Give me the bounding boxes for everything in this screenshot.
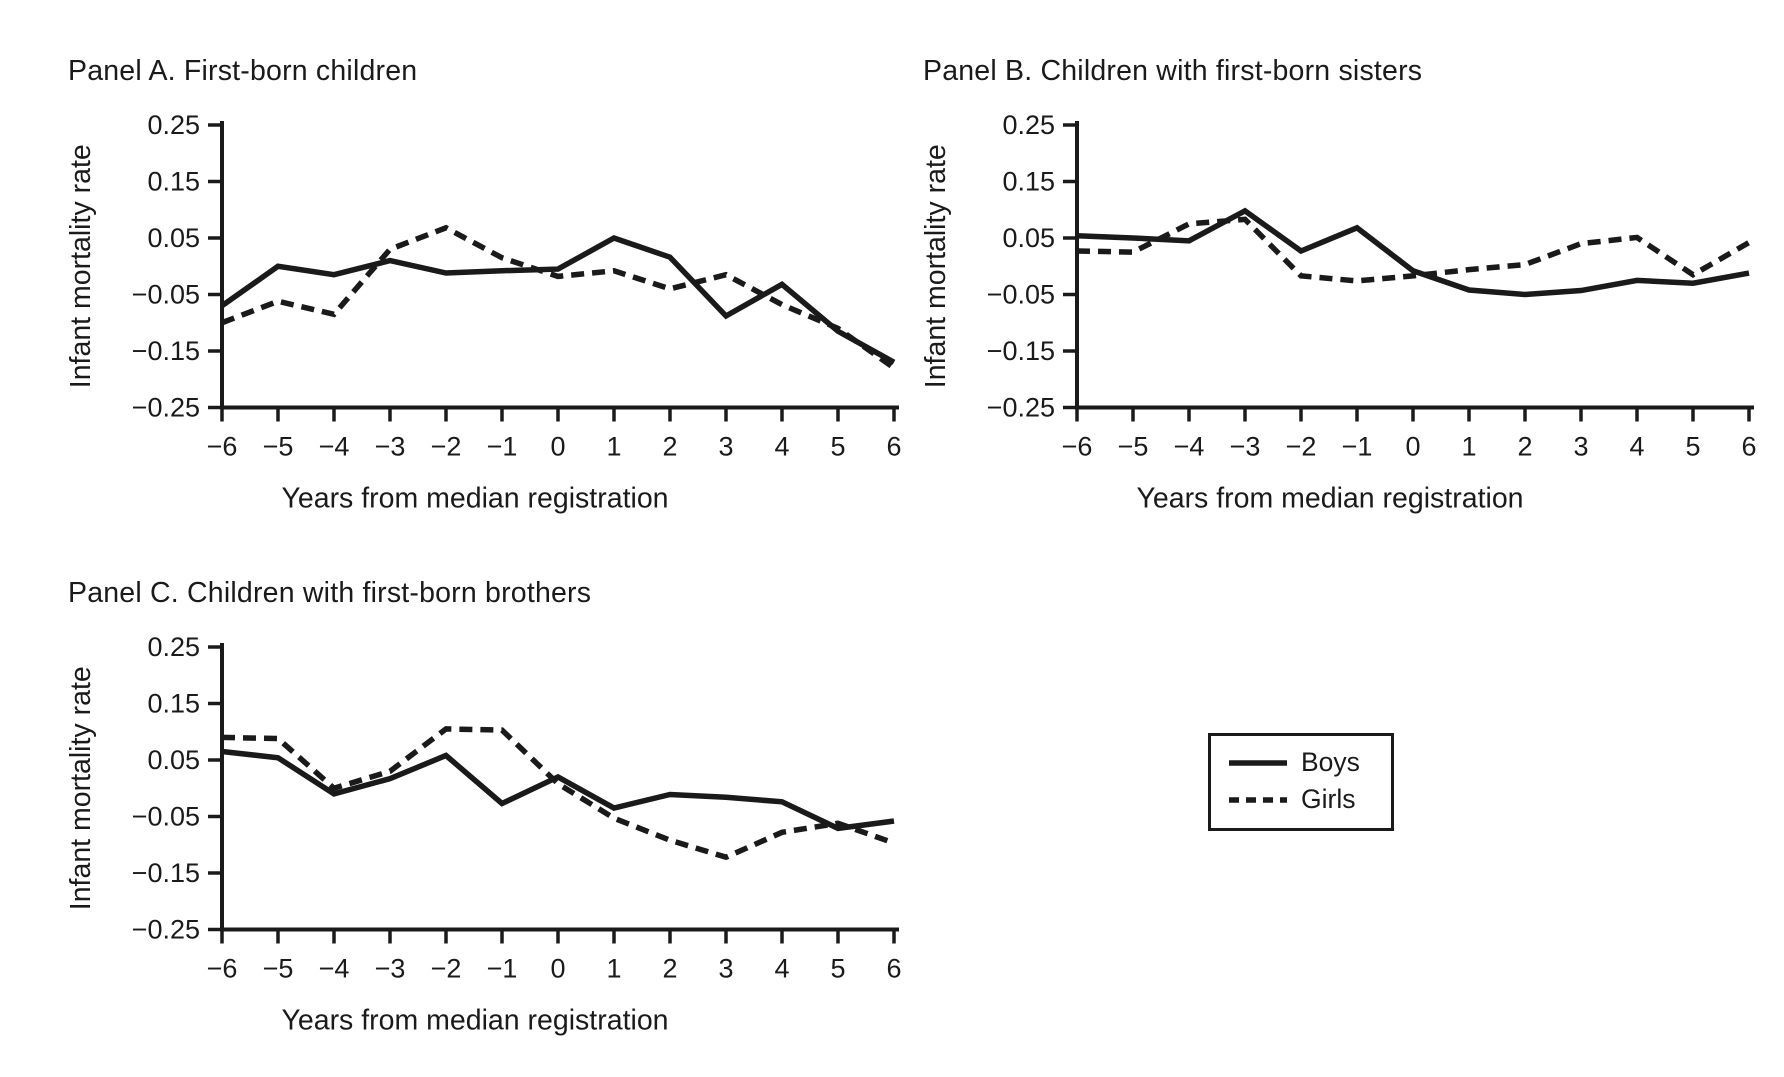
x-tick-label: −2 <box>431 954 462 984</box>
panel-a-plot: 0.25 0.15 0.05 −0.05 −0.15 −0.25−6 −5 −4 −3 −2 −1 0… <box>65 110 902 515</box>
y-axis-title: Infant mortality rate <box>920 144 952 388</box>
x-tick-label: −6 <box>1062 432 1093 462</box>
x-tick-label: −6 <box>207 954 238 984</box>
x-tick-label: 6 <box>886 954 901 984</box>
panel-c-plot: 0.25 0.15 0.05 −0.05 −0.15 −0.25−6 −5 −4 −3 −2 −1 0… <box>65 632 902 1037</box>
y-tick-label: 0.05 <box>147 223 200 253</box>
x-axis-title: Years from median registration <box>1136 483 1523 515</box>
x-tick-label: −3 <box>375 954 406 984</box>
y-tick-label: 0.15 <box>147 689 200 719</box>
x-tick-label: −3 <box>375 432 406 462</box>
x-tick-label: 4 <box>774 954 789 984</box>
y-axis-title: Infant mortality rate <box>65 144 97 388</box>
series-line-girls <box>221 726 895 861</box>
x-tick-label: 3 <box>718 954 733 984</box>
x-tick-label: 2 <box>662 432 677 462</box>
series-line-girls <box>221 224 896 371</box>
y-tick-label: 0.25 <box>147 110 200 140</box>
series-line-girls <box>1076 216 1751 284</box>
x-tick-label: −1 <box>1342 432 1373 462</box>
y-tick-label: 0.25 <box>147 632 200 662</box>
x-tick-label: 4 <box>774 432 789 462</box>
panel-b-title: Panel B. Children with first-born sister… <box>923 55 1423 87</box>
x-tick-label: 2 <box>1517 432 1532 462</box>
y-tick-label: −0.15 <box>132 858 200 888</box>
x-tick-label: 6 <box>1741 432 1756 462</box>
legend-item-label: Boys <box>1301 747 1360 778</box>
x-tick-label: 3 <box>1573 432 1588 462</box>
panel-a-title: Panel A. First-born children <box>68 55 418 87</box>
legend-solid-line-icon <box>1229 759 1287 766</box>
series-line-boys <box>1076 207 1750 298</box>
x-tick-label: −4 <box>319 432 350 462</box>
y-tick-label: −0.05 <box>987 280 1055 310</box>
y-tick-label: −0.25 <box>132 915 200 945</box>
y-tick-label: −0.05 <box>132 280 200 310</box>
legend-dashed-line-icon <box>1229 796 1287 803</box>
y-tick-label: 0.25 <box>1002 110 1055 140</box>
panel-b-plot: 0.25 0.15 0.05 −0.05 −0.15 −0.25−6 −5 −4 −3 −2 −1 0… <box>920 110 1757 515</box>
x-tick-label: −2 <box>1286 432 1317 462</box>
x-tick-label: 0 <box>550 954 565 984</box>
x-tick-label: 5 <box>830 954 845 984</box>
x-tick-label: 3 <box>718 432 733 462</box>
panel-c: Panel C. Children with first-born brothe… <box>60 537 910 1037</box>
x-tick-label: 5 <box>1685 432 1700 462</box>
x-tick-label: −3 <box>1230 432 1261 462</box>
x-tick-label: −4 <box>319 954 350 984</box>
y-axis-title: Infant mortality rate <box>65 666 97 910</box>
panel-b: Panel B. Children with first-born sister… <box>915 15 1765 515</box>
y-tick-label: −0.25 <box>132 393 200 423</box>
x-tick-label: −6 <box>207 432 238 462</box>
x-tick-label: 2 <box>662 954 677 984</box>
panel-a: Panel A. First-born children 0.25 0.15 0.0… <box>60 15 910 515</box>
legend-item-boys: Boys <box>1229 744 1381 781</box>
y-tick-label: 0.15 <box>1002 167 1055 197</box>
x-tick-label: −1 <box>487 432 518 462</box>
x-tick-label: 5 <box>830 432 845 462</box>
y-tick-label: 0.05 <box>147 745 200 775</box>
legend-item-girls: Girls <box>1229 781 1381 818</box>
x-tick-label: −2 <box>431 432 462 462</box>
series-line-boys <box>220 235 896 365</box>
x-tick-label: 0 <box>550 432 565 462</box>
y-tick-label: 0.05 <box>1002 223 1055 253</box>
x-tick-label: 0 <box>1405 432 1420 462</box>
x-tick-label: −4 <box>1174 432 1205 462</box>
x-tick-label: 1 <box>606 954 621 984</box>
series-line-boys <box>221 748 895 832</box>
x-tick-label: 4 <box>1629 432 1644 462</box>
y-tick-label: −0.15 <box>987 336 1055 366</box>
x-axis-title: Years from median registration <box>281 1005 668 1037</box>
x-tick-label: −5 <box>1118 432 1149 462</box>
x-tick-label: −1 <box>487 954 518 984</box>
legend: Boys Girls <box>1208 733 1394 831</box>
y-tick-label: −0.15 <box>132 336 200 366</box>
x-tick-label: 1 <box>1461 432 1476 462</box>
y-tick-label: −0.05 <box>132 802 200 832</box>
legend-item-label: Girls <box>1301 784 1356 815</box>
y-tick-label: −0.25 <box>987 393 1055 423</box>
y-tick-label: 0.15 <box>147 167 200 197</box>
x-tick-label: −5 <box>263 432 294 462</box>
x-tick-label: 1 <box>606 432 621 462</box>
x-tick-label: 6 <box>886 432 901 462</box>
panel-c-title: Panel C. Children with first-born brothe… <box>68 577 592 609</box>
x-tick-label: −5 <box>263 954 294 984</box>
x-axis-title: Years from median registration <box>281 483 668 515</box>
